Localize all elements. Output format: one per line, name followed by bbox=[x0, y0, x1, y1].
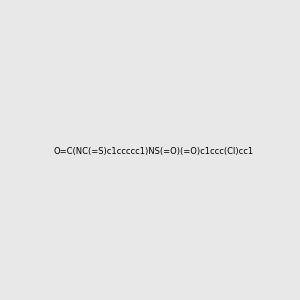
Text: O=C(NC(=S)c1ccccc1)NS(=O)(=O)c1ccc(Cl)cc1: O=C(NC(=S)c1ccccc1)NS(=O)(=O)c1ccc(Cl)cc… bbox=[54, 147, 254, 156]
